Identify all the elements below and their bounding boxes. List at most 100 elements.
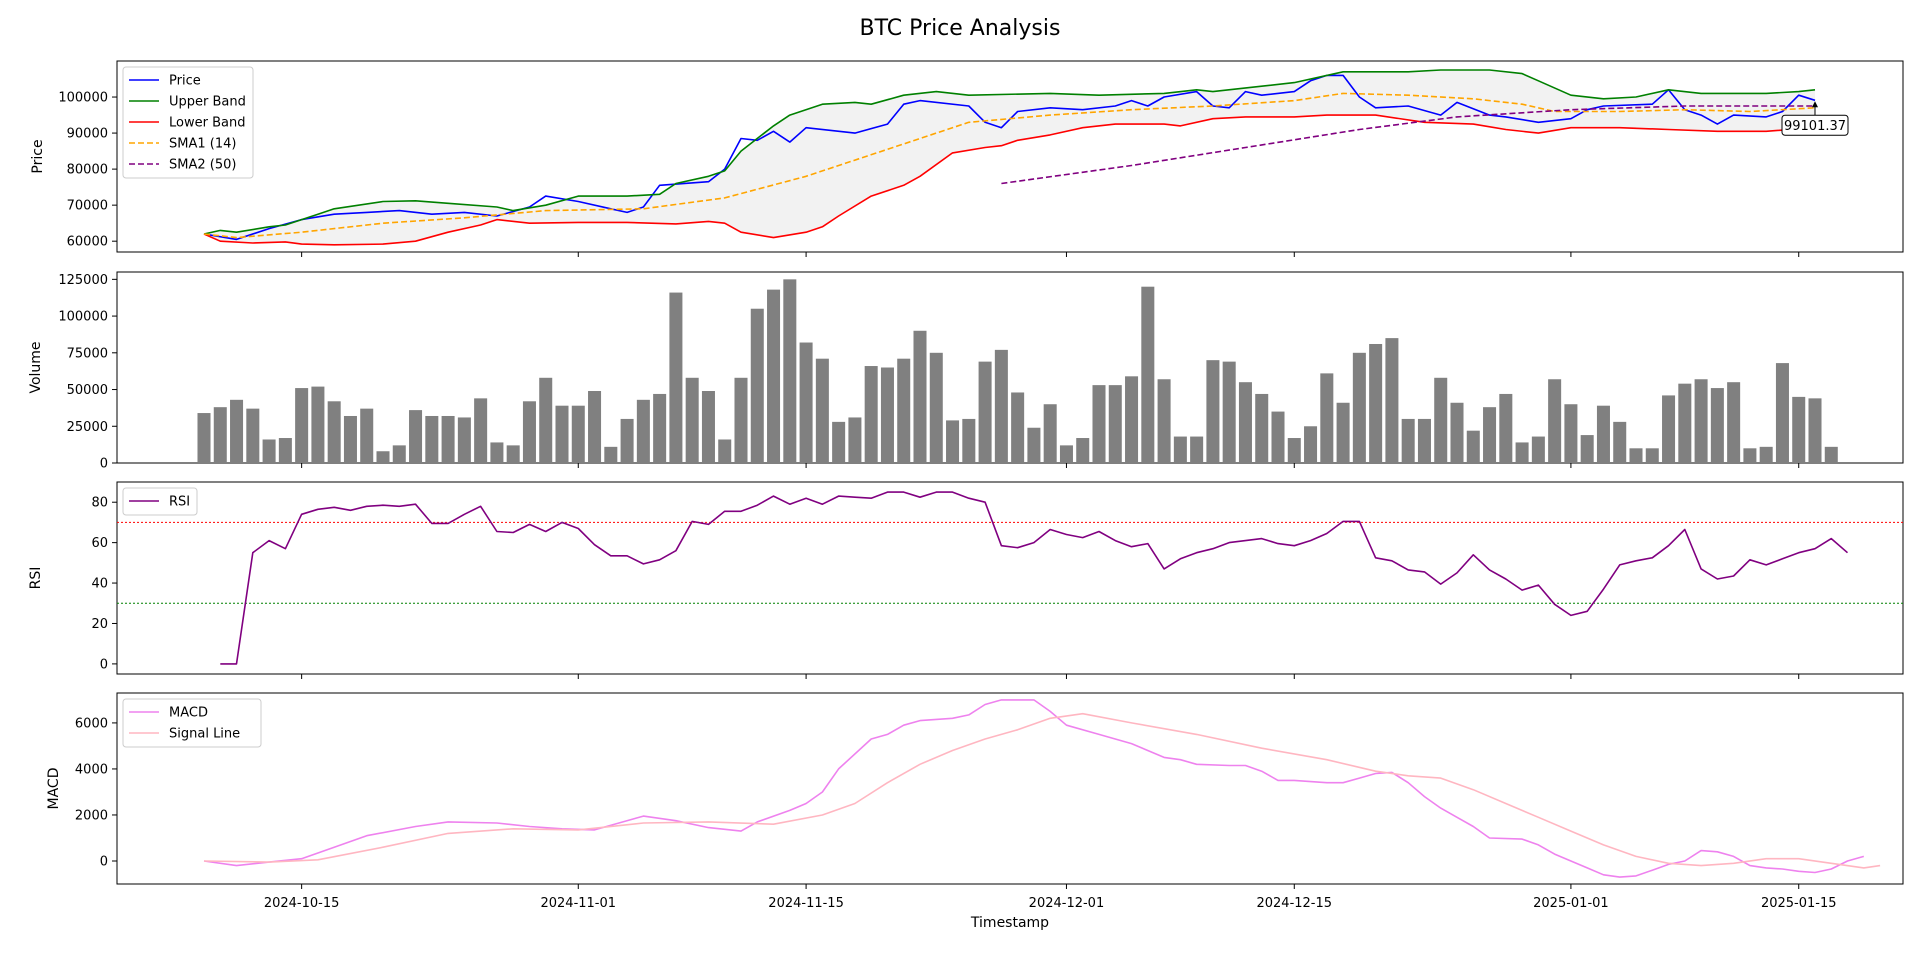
y-tick-label: 2000 bbox=[75, 808, 108, 823]
y-tick-label: 125000 bbox=[58, 273, 108, 288]
axes-frame-volume bbox=[116, 271, 1904, 464]
volume-bar bbox=[1596, 405, 1610, 463]
panel-macd: 0 2000 4000 6000 2024-10-15 2024-11-01 2024-11… bbox=[46, 692, 1904, 911]
volume-bar bbox=[685, 377, 699, 463]
volume-bar bbox=[1580, 435, 1594, 463]
volume-bar bbox=[213, 407, 227, 463]
y-tick-label: 80000 bbox=[67, 163, 108, 178]
volume-bar bbox=[1222, 361, 1236, 463]
series-line-upper-band bbox=[203, 69, 1816, 235]
y-tick-label: 50000 bbox=[67, 383, 108, 398]
volume-bar bbox=[376, 451, 390, 463]
x-tick-label: 2024-11-15 bbox=[768, 896, 844, 911]
volume-bar bbox=[815, 358, 829, 463]
volume-bar bbox=[767, 289, 781, 463]
y-tick-label: 100000 bbox=[58, 310, 108, 325]
volume-bar bbox=[1141, 286, 1155, 463]
volume-bar bbox=[962, 418, 976, 463]
y-tick-label: 90000 bbox=[67, 127, 108, 142]
x-tick-label: 2024-10-15 bbox=[264, 896, 340, 911]
series-line-macd bbox=[203, 699, 1865, 878]
y-tick-label: 6000 bbox=[75, 716, 108, 731]
volume-bar bbox=[1759, 446, 1773, 463]
volume-bar bbox=[571, 405, 585, 463]
volume-bar bbox=[490, 442, 504, 463]
volume-bar bbox=[1466, 430, 1480, 463]
volume-bar bbox=[295, 388, 309, 463]
volume-bar bbox=[522, 401, 536, 463]
y-tick-label: 75000 bbox=[67, 346, 108, 361]
volume-bar bbox=[1564, 404, 1578, 463]
volume-bar bbox=[799, 342, 813, 463]
volume-bar bbox=[539, 377, 553, 463]
volume-bar bbox=[880, 367, 894, 463]
volume-bar bbox=[474, 398, 488, 463]
y-tick-label: 25000 bbox=[67, 420, 108, 435]
volume-bar bbox=[1173, 436, 1187, 463]
volume-bar bbox=[604, 446, 618, 463]
volume-bar bbox=[246, 408, 260, 463]
volume-bar bbox=[1304, 426, 1318, 463]
volume-bar bbox=[734, 377, 748, 463]
volume-bar bbox=[848, 417, 862, 463]
volume-bar bbox=[1011, 392, 1025, 463]
axes-frame-rsi bbox=[116, 481, 1904, 675]
volume-bar bbox=[588, 391, 602, 463]
volume-bar bbox=[1027, 427, 1041, 463]
axes-frame-price bbox=[116, 60, 1904, 253]
axes-frame-macd bbox=[116, 692, 1904, 885]
y-tick-label: 40 bbox=[91, 577, 108, 592]
volume-bar bbox=[1710, 388, 1724, 463]
volume-bar bbox=[1645, 448, 1659, 463]
series-line-lower-band bbox=[203, 114, 1816, 246]
volume-bar bbox=[1043, 404, 1057, 463]
x-tick-label: 2024-12-15 bbox=[1256, 896, 1332, 911]
volume-bar bbox=[1727, 382, 1741, 463]
volume-bar bbox=[1775, 363, 1789, 463]
volume-bar bbox=[230, 399, 244, 463]
volume-bar bbox=[897, 358, 911, 463]
panel-volume: 0 25000 50000 75000 100000 125000 Volume bbox=[28, 271, 1904, 472]
band-fill bbox=[204, 70, 1815, 245]
volume-bar bbox=[620, 418, 634, 463]
y-tick-label: 20 bbox=[91, 617, 108, 632]
volume-bar bbox=[1157, 379, 1171, 463]
annotation-arrowhead bbox=[1812, 101, 1818, 108]
legend-entry: SMA1 (14) bbox=[169, 137, 236, 152]
volume-bar bbox=[1417, 418, 1431, 463]
volume-bar bbox=[1206, 360, 1220, 463]
volume-bar bbox=[262, 439, 276, 463]
y-tick-label: 0 bbox=[100, 457, 108, 472]
volume-bar bbox=[1320, 373, 1334, 463]
volume-bar bbox=[1499, 393, 1513, 463]
volume-bar bbox=[409, 410, 423, 463]
volume-bar bbox=[1548, 379, 1562, 463]
volume-bar bbox=[1694, 379, 1708, 463]
annotation-label: 99101.37 bbox=[1784, 119, 1846, 134]
volume-bar bbox=[1483, 407, 1497, 463]
volume-bar bbox=[1824, 446, 1838, 463]
volume-bar bbox=[636, 399, 650, 463]
volume-bar bbox=[669, 292, 683, 463]
panel-rsi: 0 20 40 60 80 RSI RSI bbox=[28, 481, 1904, 679]
volume-bar bbox=[1092, 385, 1106, 463]
panel-price: 60000 70000 80000 90000 100000 Price 99101.37 P… bbox=[30, 60, 1904, 257]
legend-entry: Signal Line bbox=[169, 727, 240, 742]
volume-bar bbox=[701, 391, 715, 463]
y-tick-label: 100000 bbox=[58, 91, 108, 106]
volume-bar bbox=[327, 401, 341, 463]
volume-bar bbox=[653, 393, 667, 463]
y-axis-label-volume: Volume bbox=[28, 341, 44, 393]
volume-bar bbox=[1369, 343, 1383, 463]
legend-box bbox=[122, 66, 254, 179]
subplots: 60000700008000090000100000Price99101.37P… bbox=[28, 60, 1904, 911]
volume-bar bbox=[360, 408, 374, 463]
annotation-box bbox=[1781, 114, 1849, 136]
legend-box bbox=[122, 698, 262, 748]
series-line-sma1-14- bbox=[203, 92, 1816, 239]
legend-entry: SMA2 (50) bbox=[169, 158, 236, 173]
volume-bar bbox=[1531, 436, 1545, 463]
volume-bar bbox=[392, 445, 406, 463]
volume-bar bbox=[1434, 377, 1448, 463]
